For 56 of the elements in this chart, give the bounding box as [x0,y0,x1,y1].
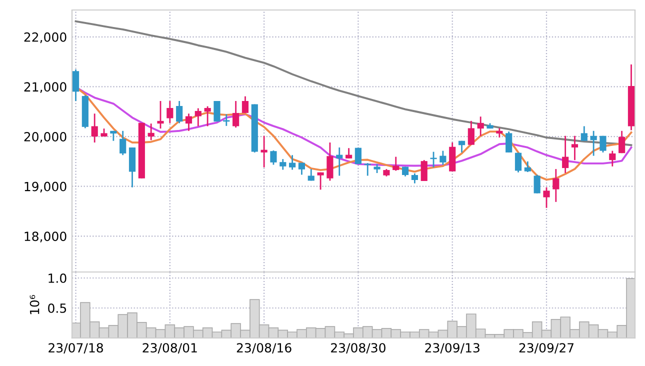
candlestick [270,150,277,166]
y-tick-label: 22,000 [24,32,66,44]
candlestick [120,130,126,156]
candlestick [590,130,597,156]
x-tick-label: 23/08/30 [331,343,386,354]
y-tick-label: 19,000 [24,182,66,193]
x-tick-label: 23/07/18 [48,343,103,354]
y-tick-label: 1.0 [48,273,66,283]
x-tick-label: 23/08/01 [142,343,197,354]
candlestick [166,100,174,124]
candlestick [506,130,512,154]
candlestick [440,150,446,166]
candlestick [552,168,560,203]
y-tick-label: 20,000 [24,132,66,143]
candlestick [524,160,531,173]
candlestick [232,100,240,128]
candlestick [411,172,418,184]
candlestick [204,106,211,127]
y-axis-title: 10⁶ [30,294,40,314]
candlestick [534,174,540,194]
candlestick [280,158,286,170]
candlestick [580,126,588,142]
candlestick [336,146,343,176]
candlestick [289,154,296,170]
candlestick [600,135,606,154]
candlestick [326,142,334,182]
x-tick-label: 23/09/27 [519,343,574,354]
candlestick [345,147,352,160]
x-tick-label: 23/08/16 [236,343,292,354]
candlestick [317,172,324,190]
candlestick [72,68,80,102]
y-tick-label: 21,000 [24,82,66,93]
candlestick [571,135,578,161]
candlestick [477,116,484,137]
candlestick [148,122,154,141]
candlestick [609,150,616,168]
candlestick [562,135,569,174]
candlestick [260,135,268,168]
candlestick [91,112,98,144]
y-tick-label: 18,000 [24,232,66,242]
candlestick [157,100,164,130]
candlestick [194,108,202,127]
candlestick [496,128,503,138]
candlestick [420,159,428,182]
candlestick [514,152,522,174]
candlestick [392,156,400,172]
x-tick-label: 23/09/13 [425,343,480,354]
candlestick [543,186,550,209]
candlestick [618,130,626,154]
candlestick [242,96,249,114]
y-tick-label: 0.5 [48,303,66,313]
candlestick [214,100,220,122]
candlestick [223,114,230,127]
candlestick [185,112,192,132]
candlestick [468,120,474,146]
candlestick [176,100,183,124]
